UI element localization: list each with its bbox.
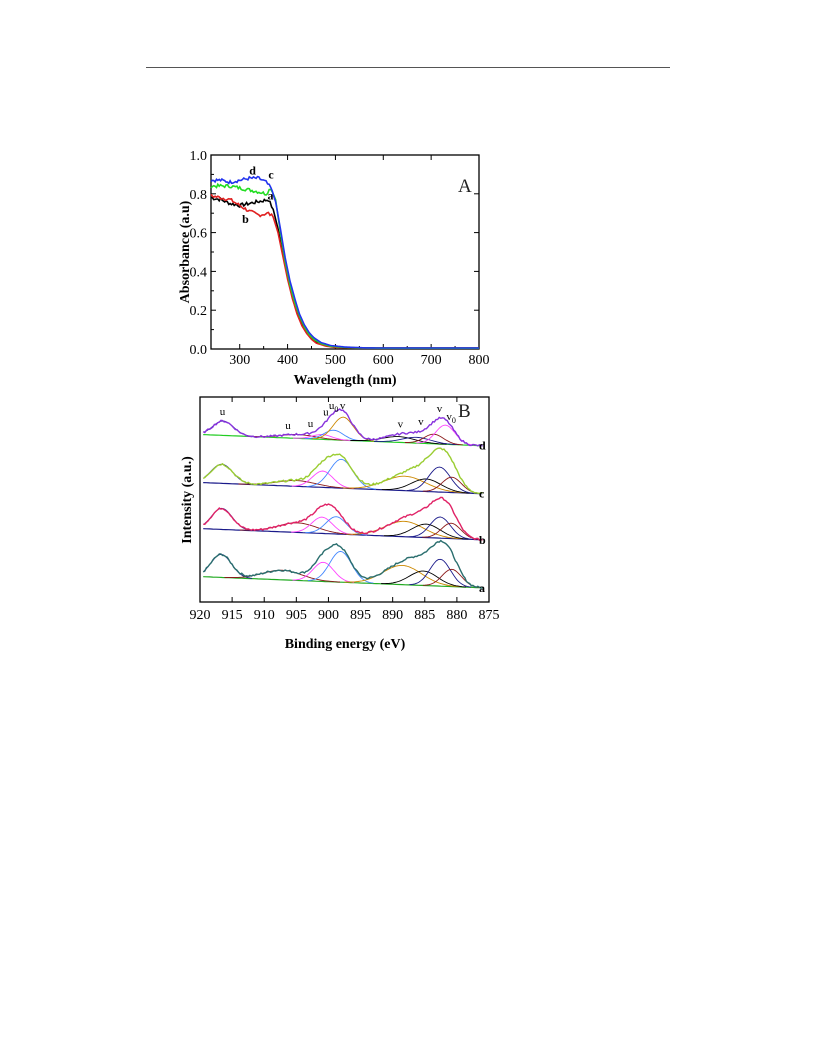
- series-line-b: [210, 193, 479, 349]
- fit-component: [409, 516, 472, 540]
- peak-label-v: v: [340, 400, 346, 412]
- fit-component: [383, 523, 469, 540]
- fit-component: [350, 436, 447, 445]
- fit-component: [381, 570, 466, 588]
- y-tick-label: 0.4: [190, 265, 208, 280]
- fit-component: [305, 516, 368, 536]
- peak-label-u: u: [285, 420, 291, 432]
- curve-label-c: c: [479, 487, 485, 501]
- panel-a-y-axis-title: Absorbance (a.u): [178, 200, 193, 303]
- x-tick-label: 300: [229, 353, 250, 368]
- x-tick-label: 875: [479, 608, 500, 623]
- fit-component: [292, 561, 355, 583]
- x-tick-label: 900: [318, 608, 339, 623]
- series-data-d: [202, 408, 483, 447]
- panel-b-label: B: [458, 401, 471, 422]
- fit-component: [409, 558, 472, 588]
- curve-label-a: a: [267, 189, 273, 203]
- curve-label-a: a: [479, 581, 485, 595]
- panel-b-curve-labels: a b c d: [479, 439, 486, 595]
- panel-b-x-axis-title: Binding energy (eV): [285, 637, 406, 652]
- x-tick-label: 895: [350, 608, 371, 623]
- fit-component: [381, 478, 471, 494]
- panel-a-absorbance-plot: 300 400 500 600 700 800 0.0 0.2 0.4 0.6 0.8 1.0 d ca…: [178, 149, 490, 388]
- peak-label-u: u: [323, 407, 329, 419]
- x-tick-label: 700: [421, 353, 442, 368]
- peak-label-subscript: 0: [334, 405, 338, 414]
- fit-component: [307, 550, 374, 584]
- panel-b-series: [202, 408, 483, 590]
- x-tick-label: 800: [469, 353, 490, 368]
- curve-label-d: d: [249, 163, 256, 177]
- y-tick-label: 0.6: [190, 227, 208, 242]
- x-tick-label: 500: [325, 353, 346, 368]
- panel-a-label: A: [458, 176, 472, 197]
- y-tick-label: 1.0: [190, 149, 208, 164]
- fit-component: [406, 466, 473, 494]
- fit-component: [306, 458, 377, 490]
- fit-component: [343, 475, 467, 494]
- x-tick-label: 400: [277, 353, 298, 368]
- x-tick-label: 600: [373, 353, 394, 368]
- x-tick-label: 905: [286, 608, 307, 623]
- page-top-rule: [146, 67, 670, 68]
- series-data-a: [202, 539, 483, 590]
- peak-label-u: u0: [329, 400, 339, 414]
- background-line-a: [203, 576, 483, 589]
- curve-label-d: d: [479, 439, 486, 453]
- x-tick-label: 920: [190, 608, 211, 623]
- curve-label-b: b: [242, 212, 249, 226]
- peak-label-v: v: [437, 403, 443, 415]
- peak-label-u: u: [308, 418, 314, 430]
- panel-b-frame: [199, 396, 490, 603]
- series-line-c: [210, 182, 479, 349]
- fit-component: [204, 507, 253, 531]
- peak-label-subscript: 0: [452, 416, 456, 425]
- series-data-c: [202, 447, 483, 495]
- x-tick-label: 910: [254, 608, 275, 623]
- peak-label-v: v0: [446, 411, 456, 425]
- fit-component: [291, 470, 354, 489]
- panel-a-frame: [210, 154, 480, 350]
- y-tick-label: 0.8: [190, 188, 208, 203]
- fit-component: [224, 569, 341, 583]
- peak-label-v: v: [418, 416, 424, 428]
- series-line-d: [210, 175, 479, 349]
- panel-b-y-axis-title: Intensity (a.u.): [180, 456, 195, 544]
- peak-label-v: v: [398, 419, 404, 431]
- y-tick-label: 0.0: [190, 343, 208, 358]
- curve-label-c: c: [268, 167, 274, 181]
- peak-label-u: u: [220, 406, 226, 418]
- fit-component: [291, 516, 353, 535]
- fit-component: [204, 463, 255, 485]
- x-tick-label: 885: [414, 608, 435, 623]
- panel-b-ticks: 920 915 910 905 900 895 890 885 880 875: [190, 397, 500, 623]
- series-data-b: [203, 496, 483, 542]
- x-tick-label: 890: [382, 608, 403, 623]
- panel-a-series: [210, 175, 479, 349]
- fit-component: [374, 436, 459, 446]
- x-tick-label: 880: [446, 608, 467, 623]
- fit-component: [344, 564, 461, 588]
- series-line-a: [211, 196, 479, 349]
- panel-a-curve-labels: d ca b: [242, 163, 274, 226]
- fit-component: [304, 429, 363, 442]
- y-tick-label: 0.2: [190, 304, 208, 319]
- fit-component: [422, 522, 481, 541]
- x-tick-label: 915: [222, 608, 243, 623]
- panel-a-x-axis-title: Wavelength (nm): [293, 373, 396, 388]
- curve-label-b: b: [479, 533, 486, 547]
